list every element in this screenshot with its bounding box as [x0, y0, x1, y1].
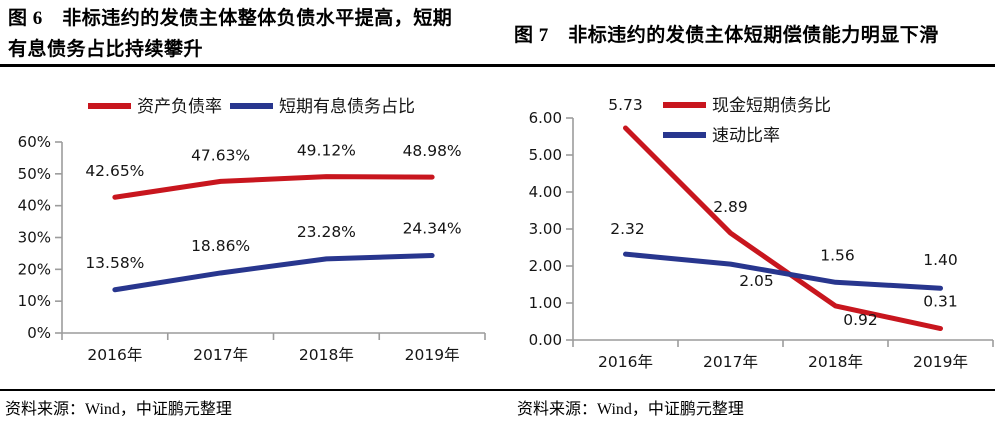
data-label: 24.34%	[403, 220, 462, 238]
data-label: 0.92	[843, 311, 878, 329]
figure-6-title-line-1: 图 6 非标违约的发债主体整体负债水平提高，短期	[8, 8, 453, 29]
data-label: 48.98%	[403, 142, 462, 160]
x-category-label: 2019年	[405, 346, 460, 364]
data-label: 2.32	[610, 220, 645, 238]
x-category-label: 2017年	[703, 353, 758, 371]
y-tick-label: 10%	[18, 292, 51, 310]
data-label: 1.40	[923, 251, 958, 269]
x-category-label: 2019年	[913, 353, 968, 371]
y-tick-label: 20%	[18, 260, 51, 278]
y-tick-label: 3.00	[529, 220, 562, 238]
legend-label: 速动比率	[712, 126, 780, 146]
y-tick-label: 2.00	[529, 257, 562, 275]
series-line-0	[112, 174, 435, 200]
data-label: 18.86%	[191, 237, 250, 255]
series-line-0	[623, 125, 943, 332]
figure-6-source-note: 资料来源：Wind，中证鹏元整理	[5, 401, 232, 418]
data-label: 1.56	[820, 246, 855, 264]
data-label: 2.89	[713, 198, 748, 216]
legend-label: 现金短期债务比	[712, 96, 831, 116]
legend-label: 资产负债率	[137, 97, 222, 117]
x-category-label: 2017年	[193, 346, 248, 364]
data-label: 2.05	[739, 272, 774, 290]
y-tick-label: 5.00	[529, 146, 562, 164]
data-label: 49.12%	[297, 142, 356, 160]
figure-6-chart: 0% 10% 20% 30% 40% 50% 60% 2016年 2017年 2018年 2019年…	[18, 97, 486, 364]
y-tick-label: 4.00	[529, 183, 562, 201]
figure-7-title: 图 7 非标违约的发债主体短期偿债能力明显下滑	[514, 20, 994, 51]
figure-7-source-note: 资料来源：Wind，中证鹏元整理	[517, 401, 744, 418]
y-tick-label: 0%	[27, 324, 51, 342]
y-tick-label: 50%	[18, 165, 51, 183]
y-tick-label: 30%	[18, 229, 51, 247]
legend-label: 短期有息债务占比	[279, 97, 415, 117]
data-label: 13.58%	[85, 254, 144, 272]
series-line-1	[112, 253, 435, 293]
x-category-label: 2016年	[87, 346, 142, 364]
x-category-label: 2018年	[808, 353, 863, 371]
x-category-label: 2016年	[598, 353, 653, 371]
y-tick-label: 6.00	[529, 109, 562, 127]
figure-7-chart: 0.00 1.00 2.00 3.00 4.00 5.00 6.00 2016年 2017年 20…	[529, 96, 994, 371]
series-line-1	[623, 251, 943, 291]
data-label: 47.63%	[191, 146, 250, 164]
data-label: 5.73	[608, 96, 643, 114]
y-tick-label: 40%	[18, 197, 51, 215]
data-label: 42.65%	[85, 162, 144, 180]
data-label: 0.31	[923, 293, 958, 311]
x-category-label: 2018年	[299, 346, 354, 364]
y-tick-label: 1.00	[529, 294, 562, 312]
data-label: 23.28%	[297, 223, 356, 241]
figure-6-title-line-2: 有息债务占比持续攀升	[8, 39, 204, 60]
y-tick-label: 60%	[18, 133, 51, 151]
figure-6-title: 图 6 非标违约的发债主体整体负债水平提高，短期 有息债务占比持续攀升	[8, 3, 496, 65]
bottom-divider-rule	[0, 389, 995, 391]
top-divider-rule	[0, 64, 995, 67]
figure-7-title-line-1: 图 7 非标违约的发债主体短期偿债能力明显下滑	[514, 25, 939, 46]
y-tick-label: 0.00	[529, 331, 562, 349]
